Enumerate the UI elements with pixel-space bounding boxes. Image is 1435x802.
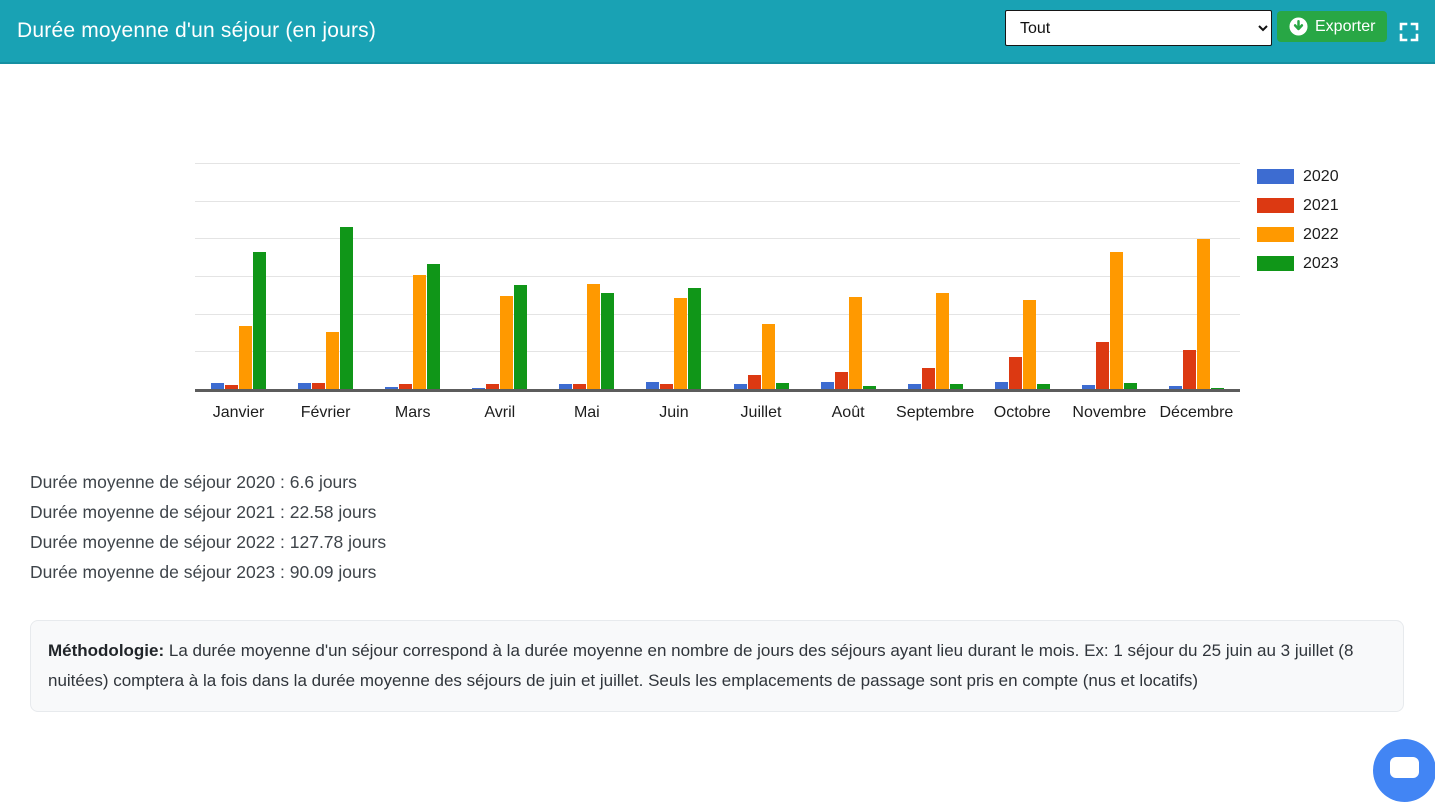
gridline [195, 163, 1240, 164]
bar-2022-Février[interactable] [326, 331, 340, 389]
legend-item-2023: 2023 [1257, 249, 1339, 278]
methodology-note: Méthodologie: La durée moyenne d'un séjo… [30, 620, 1404, 712]
bar-2023-Juin[interactable] [688, 288, 702, 389]
bar-2021-Mai[interactable] [573, 383, 587, 389]
bar-2021-Juin[interactable] [660, 383, 674, 389]
legend-swatch [1257, 227, 1294, 242]
bar-2023-Mars[interactable] [427, 263, 441, 389]
export-button-label: Exporter [1315, 17, 1376, 35]
bar-2020-Mai[interactable] [559, 383, 573, 389]
legend-item-2021: 2021 [1257, 191, 1339, 220]
bar-2020-Mars[interactable] [385, 386, 399, 389]
bar-2020-Novembre[interactable] [1081, 385, 1095, 389]
bar-2020-Juillet[interactable] [733, 383, 747, 389]
methodology-label: Méthodologie: [48, 641, 165, 660]
legend-label: 2020 [1303, 167, 1339, 185]
bar-2022-Janvier[interactable] [239, 325, 253, 389]
x-axis-label: Février [300, 404, 351, 421]
bar-2020-Décembre[interactable] [1168, 386, 1182, 389]
bar-2021-Décembre[interactable] [1182, 349, 1196, 389]
bar-2021-Octobre[interactable] [1008, 356, 1022, 389]
bar-2023-Septembre[interactable] [949, 383, 963, 389]
gridline [195, 238, 1240, 240]
bar-2023-Novembre[interactable] [1123, 383, 1137, 389]
summary-block: Durée moyenne de séjour 2020 : 6.6 jours… [30, 467, 386, 587]
bar-2022-Août[interactable] [848, 297, 862, 389]
gridline [195, 313, 1240, 315]
x-axis-label: Septembre [896, 404, 975, 421]
bar-2020-Octobre[interactable] [994, 382, 1008, 389]
bar-2022-Mai[interactable] [587, 284, 601, 389]
bar-2020-Août[interactable] [820, 382, 834, 389]
legend-label: 2021 [1303, 196, 1339, 214]
legend-swatch [1257, 169, 1294, 184]
x-axis-labels: Janvier Février Mars Avril Mai Juin Juillet Aoû… [195, 404, 1240, 422]
x-axis-label: Janvier [212, 404, 265, 421]
legend-item-2020: 2020 [1257, 162, 1339, 191]
summary-line: Durée moyenne de séjour 2021 : 22.58 jou… [30, 502, 377, 522]
legend-swatch [1257, 198, 1294, 213]
x-axis-label: Août [831, 404, 865, 421]
bar-chart-plot [195, 163, 1240, 392]
bar-2022-Octobre[interactable] [1022, 300, 1036, 389]
bar-2022-Avril[interactable] [500, 296, 514, 389]
legend-label: 2023 [1303, 254, 1339, 272]
legend-swatch [1257, 256, 1294, 271]
bar-2023-Décembre[interactable] [1210, 387, 1224, 389]
bar-2020-Avril[interactable] [472, 387, 486, 389]
bar-2021-Août[interactable] [834, 371, 848, 389]
export-button[interactable]: Exporter [1277, 11, 1388, 42]
bar-2021-Avril[interactable] [486, 383, 500, 389]
period-select[interactable]: Tout [1005, 10, 1272, 46]
summary-line: Durée moyenne de séjour 2022 : 127.78 jo… [30, 532, 387, 552]
x-axis-label: Octobre [993, 404, 1051, 421]
bar-2023-Mai[interactable] [601, 293, 615, 389]
bar-2023-Octobre[interactable] [1036, 383, 1050, 389]
bar-2023-Février[interactable] [340, 227, 354, 389]
bar-2023-Janvier[interactable] [253, 251, 267, 389]
gridline [195, 351, 1240, 353]
bar-2020-Janvier[interactable] [211, 383, 225, 389]
x-axis-label: Mars [394, 404, 431, 421]
page-title: Durée moyenne d'un séjour (en jours) [17, 19, 377, 42]
bar-2021-Novembre[interactable] [1095, 341, 1109, 389]
bar-2023-Avril[interactable] [514, 285, 528, 389]
x-axis-label: Mai [573, 404, 600, 421]
bar-2022-Juin[interactable] [674, 297, 688, 389]
gridline [195, 200, 1240, 202]
bar-2021-Février[interactable] [312, 383, 326, 389]
bar-2020-Juin[interactable] [646, 382, 660, 389]
summary-line: Durée moyenne de séjour 2020 : 6.6 jours [30, 472, 357, 492]
bar-2020-Septembre[interactable] [907, 383, 921, 389]
download-circle-icon [1289, 17, 1308, 36]
summary-line: Durée moyenne de séjour 2023 : 90.09 jou… [30, 562, 377, 582]
bar-2021-Septembre[interactable] [921, 367, 935, 389]
x-axis-label: Juin [659, 404, 689, 421]
bar-2021-Janvier[interactable] [225, 385, 239, 389]
fullscreen-icon[interactable] [1398, 21, 1419, 42]
chat-icon [1390, 757, 1419, 778]
bar-2022-Décembre[interactable] [1196, 239, 1210, 389]
bar-2020-Février[interactable] [298, 383, 312, 389]
x-axis-label: Avril [484, 404, 516, 421]
x-axis-label: Décembre [1159, 404, 1234, 421]
legend-item-2022: 2022 [1257, 220, 1339, 249]
bar-2021-Juillet[interactable] [747, 375, 761, 389]
bar-2023-Juillet[interactable] [775, 383, 789, 389]
bar-2022-Juillet[interactable] [761, 324, 775, 389]
chart-legend: 2020 2021 2022 2023 [1257, 162, 1339, 278]
bar-2022-Novembre[interactable] [1109, 251, 1123, 389]
gridline [195, 276, 1240, 277]
bar-2021-Mars[interactable] [399, 383, 413, 389]
legend-label: 2022 [1303, 225, 1339, 243]
bar-2023-Août[interactable] [862, 386, 876, 389]
methodology-text: La durée moyenne d'un séjour correspond … [48, 641, 1354, 690]
chat-widget-button[interactable] [1373, 739, 1435, 802]
x-axis-label: Novembre [1072, 404, 1147, 421]
bar-2022-Mars[interactable] [413, 275, 427, 389]
bar-2022-Septembre[interactable] [935, 293, 949, 389]
x-axis-label: Juillet [740, 404, 782, 421]
